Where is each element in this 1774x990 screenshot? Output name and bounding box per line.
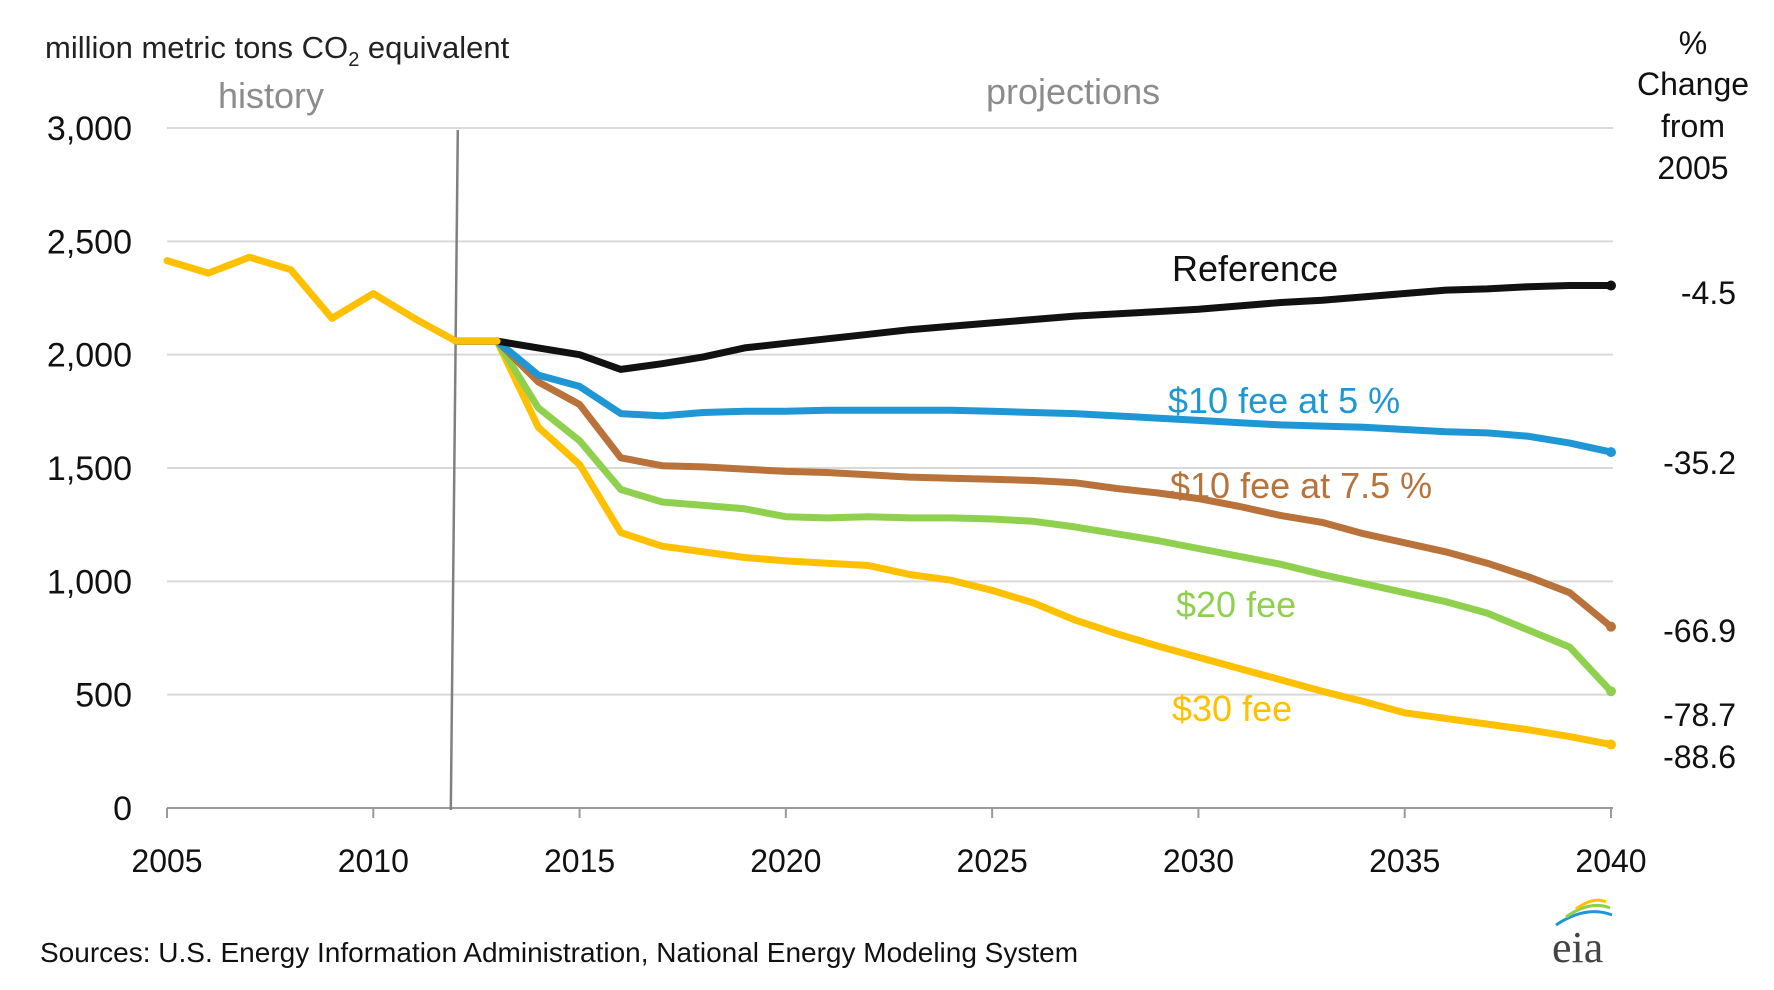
series-line-reference (452, 282, 1615, 373)
pct-change-reference: -4.5 (1681, 275, 1736, 311)
series-end-point-fee30 (1606, 739, 1616, 750)
eia-logo-text: eia (1552, 923, 1603, 972)
eia-logo-swoosh-green (1565, 904, 1611, 919)
series-end-point-reference (1606, 280, 1616, 291)
series-line-fee10_75 (452, 337, 1615, 631)
x-tick-label-2040: 2040 (1575, 843, 1646, 879)
series-labels: Reference $10 fee at 5 % $10 fee at 7.5 % $… (1168, 248, 1736, 775)
y-axis-title-subscript: 2 (348, 49, 359, 71)
y-axis-title-suffix: equivalent (359, 30, 509, 65)
series-label-fee10_75: $10 fee at 7.5 % (1170, 465, 1432, 506)
pct-header-line2: Change (1637, 66, 1749, 102)
y-tick-label-1500: 1,500 (47, 450, 132, 488)
gridlines (167, 127, 1613, 696)
series-line-fee10_5 (452, 337, 1615, 456)
series-line-history (163, 253, 501, 345)
series-label-fee20: $20 fee (1176, 584, 1296, 625)
x-tick-label-2035: 2035 (1369, 843, 1440, 879)
pct-change-fee10_75: -66.9 (1663, 613, 1736, 649)
series-end-point-fee10_5 (1606, 447, 1616, 458)
x-tick-label-2020: 2020 (750, 843, 821, 879)
projections-label: projections (986, 71, 1160, 112)
pct-header-line3: from (1661, 108, 1725, 144)
axes: 0 500 1,000 1,500 2,000 2,500 3,000 2005 2010 201… (47, 110, 1647, 879)
series-line-fee30 (452, 337, 1615, 748)
y-axis-title: million metric tons CO2 equivalent (45, 30, 510, 71)
pct-header-line4: 2005 (1657, 150, 1728, 186)
series-label-fee10_5: $10 fee at 5 % (1168, 380, 1400, 421)
y-tick-label-0: 0 (113, 790, 132, 828)
y-tick-label-3000: 3,000 (47, 110, 132, 148)
y-tick-label-2000: 2,000 (47, 337, 132, 375)
source-note: Sources: U.S. Energy Information Adminis… (40, 937, 1078, 968)
x-tick-label-2030: 2030 (1163, 843, 1234, 879)
y-tick-label-1000: 1,000 (47, 563, 132, 601)
pct-header-line1: % (1679, 25, 1707, 61)
history-label: history (218, 75, 324, 116)
x-tick-label-2025: 2025 (957, 843, 1028, 879)
series-line-fee20 (452, 337, 1615, 695)
pct-change-fee10_5: -35.2 (1663, 445, 1736, 481)
eia-logo: eia (1552, 898, 1613, 972)
eia-logo-swoosh-blue (1555, 910, 1613, 927)
history-projection-divider-line (449, 129, 460, 811)
pct-change-fee30: -88.6 (1663, 739, 1736, 775)
pct-change-fee20: -78.7 (1663, 697, 1736, 733)
series-end-point-fee20 (1606, 686, 1616, 697)
history-divider (449, 129, 460, 811)
x-tick-label-2005: 2005 (131, 843, 202, 879)
series-end-point-fee10_75 (1606, 621, 1616, 632)
x-tick-label-2010: 2010 (338, 843, 409, 879)
series-label-reference: Reference (1172, 248, 1338, 289)
y-tick-label-2500: 2,500 (47, 223, 132, 261)
series-lines (163, 253, 1616, 750)
x-tick-label-2015: 2015 (544, 843, 615, 879)
y-tick-label-500: 500 (75, 677, 132, 715)
y-axis-title-prefix: million metric tons CO (45, 30, 348, 65)
eia-logo-swoosh-yellow (1575, 898, 1607, 911)
series-label-fee30: $30 fee (1172, 688, 1292, 729)
